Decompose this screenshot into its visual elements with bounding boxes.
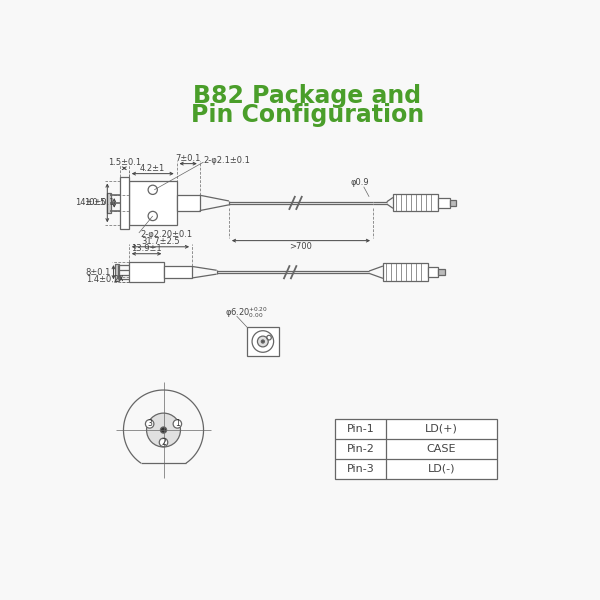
Bar: [119, 177, 129, 229]
Text: 4.2±1: 4.2±1: [140, 164, 166, 173]
Text: Pin-2: Pin-2: [347, 443, 374, 454]
Bar: [450, 200, 456, 206]
Text: 13.9±1: 13.9±1: [131, 244, 162, 253]
Text: 7±0.1: 7±0.1: [175, 154, 201, 163]
Bar: [129, 262, 164, 282]
Bar: [439, 269, 445, 275]
Text: 1: 1: [175, 419, 180, 428]
Text: 2: 2: [161, 438, 166, 447]
Bar: [107, 193, 111, 213]
Bar: [428, 267, 439, 277]
Text: CASE: CASE: [427, 443, 456, 454]
Bar: [176, 195, 200, 211]
Text: Pin-1: Pin-1: [347, 424, 374, 434]
Text: 2-φ2.20±0.1: 2-φ2.20±0.1: [140, 230, 193, 239]
Text: Pin Configuration: Pin Configuration: [191, 103, 424, 127]
Bar: [115, 264, 119, 281]
Text: 1.5±0.1: 1.5±0.1: [107, 158, 141, 167]
Circle shape: [146, 413, 181, 447]
Circle shape: [173, 419, 182, 428]
Bar: [335, 419, 497, 479]
Circle shape: [262, 340, 265, 343]
Text: >700: >700: [290, 242, 313, 251]
Bar: [247, 327, 279, 356]
Text: 31.7±2.5: 31.7±2.5: [141, 237, 180, 246]
Text: φ0.9: φ0.9: [350, 178, 369, 187]
Bar: [383, 263, 428, 281]
Circle shape: [159, 438, 168, 446]
Circle shape: [257, 336, 268, 347]
Bar: [129, 181, 176, 225]
Bar: [437, 197, 450, 208]
Text: 10±0.1: 10±0.1: [84, 199, 114, 208]
Circle shape: [160, 427, 167, 433]
Text: φ6.20$^{+0.20}_{0.00}$: φ6.20$^{+0.20}_{0.00}$: [225, 305, 268, 320]
Text: Pin-3: Pin-3: [347, 464, 374, 473]
Text: 14±0.5: 14±0.5: [75, 199, 106, 208]
Text: LD(+): LD(+): [425, 424, 458, 434]
Circle shape: [145, 419, 154, 428]
Text: B82 Package and: B82 Package and: [193, 83, 422, 107]
Text: 3: 3: [147, 419, 152, 428]
Bar: [164, 266, 192, 278]
Bar: [393, 194, 437, 211]
Text: LD(-): LD(-): [428, 464, 455, 473]
Text: 1.4±0.2: 1.4±0.2: [86, 275, 119, 284]
Text: 2-φ2.1±0.1: 2-φ2.1±0.1: [203, 156, 250, 165]
Text: 8±0.1: 8±0.1: [86, 268, 111, 277]
